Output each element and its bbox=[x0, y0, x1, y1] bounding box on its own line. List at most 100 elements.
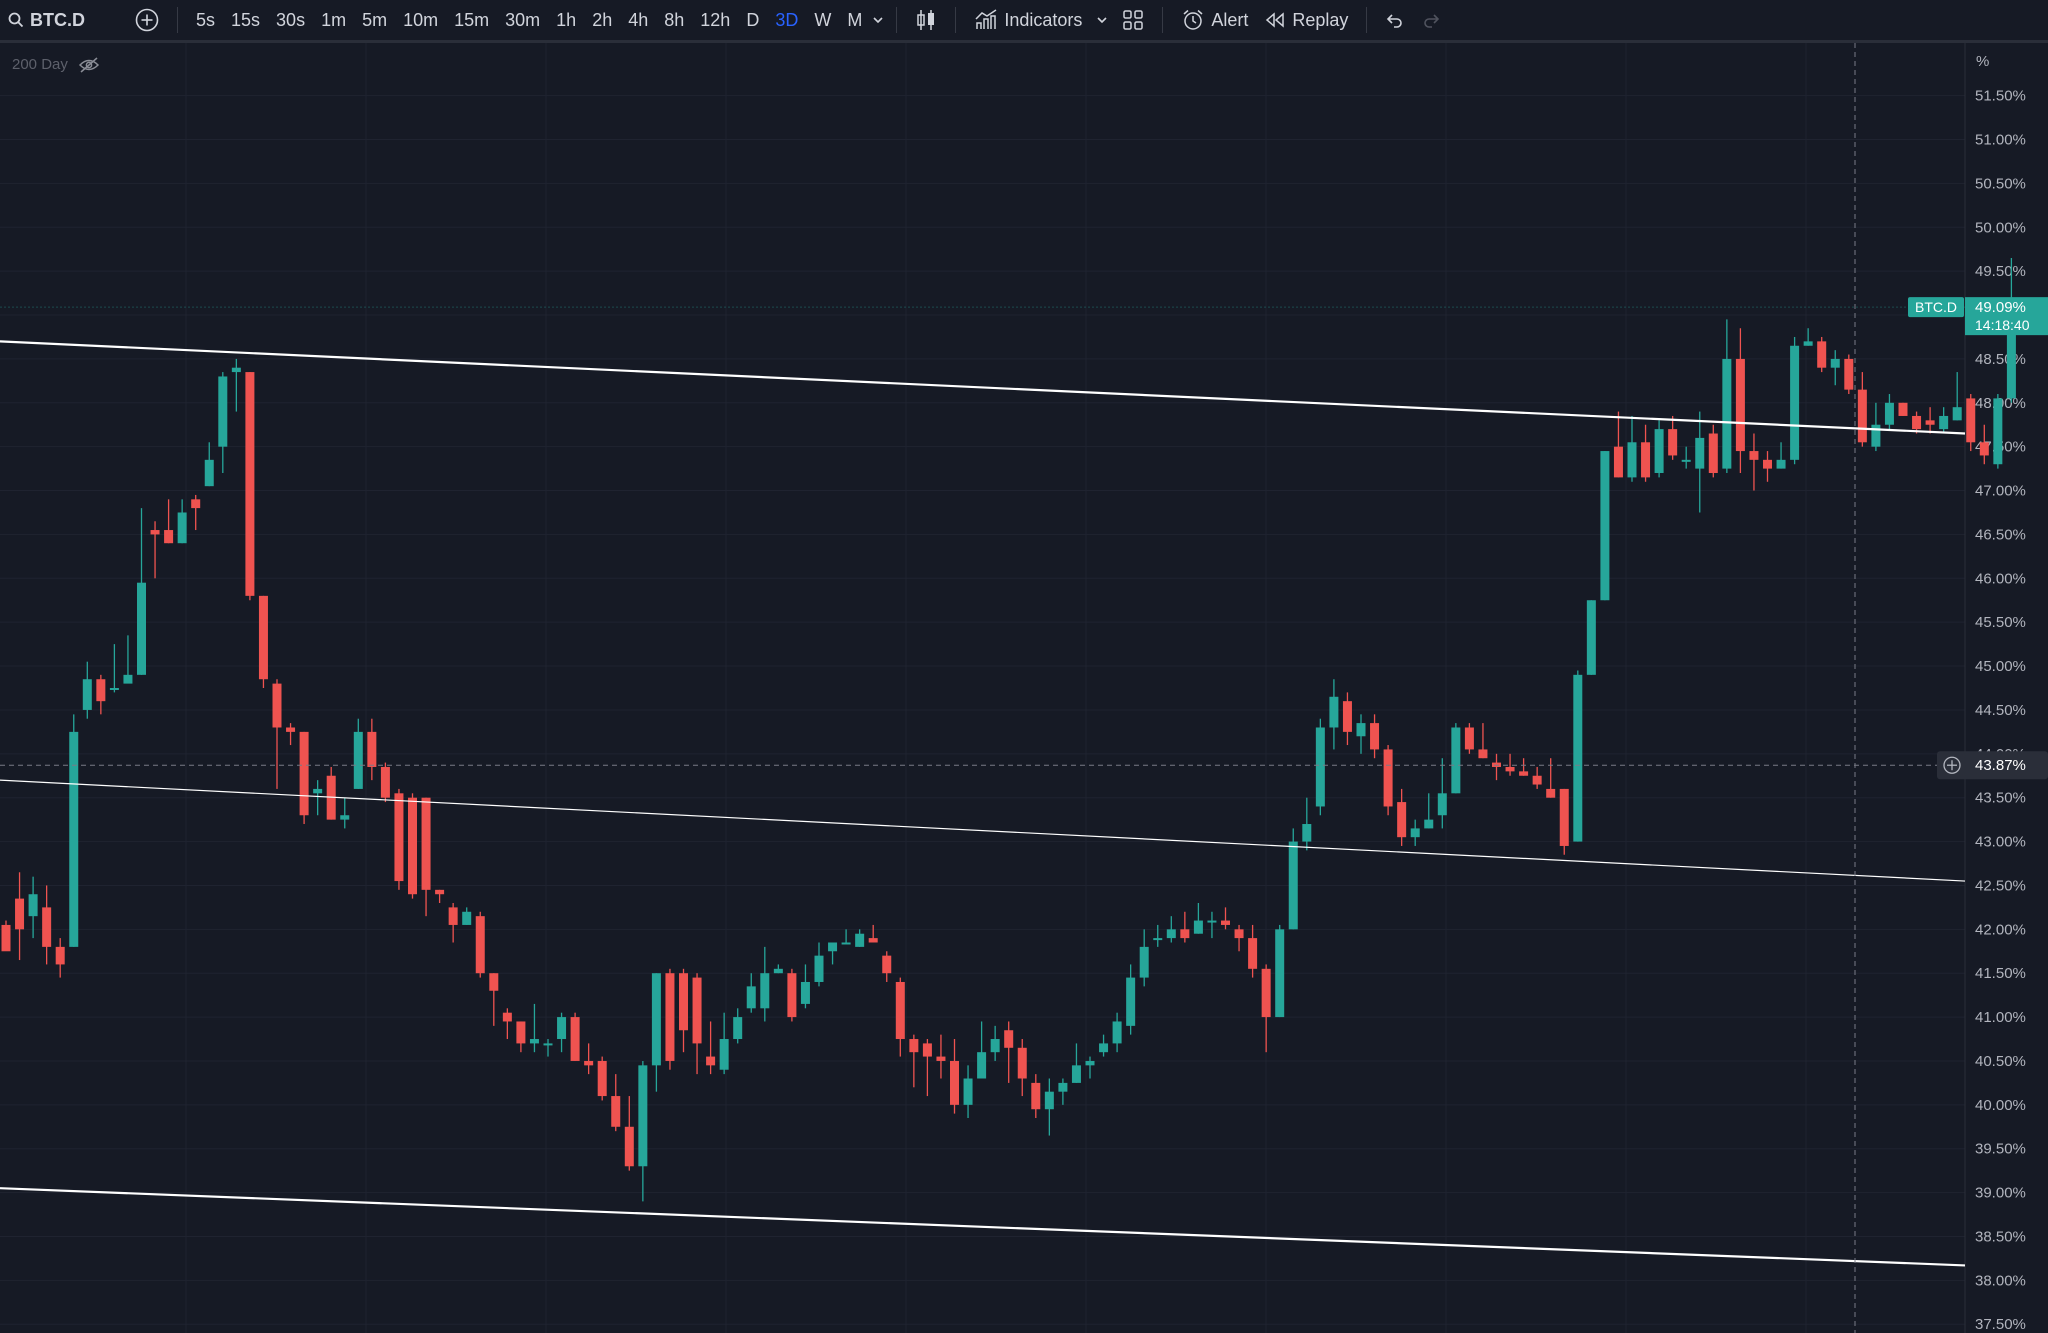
interval-12h[interactable]: 12h bbox=[700, 9, 731, 30]
candle-body bbox=[475, 916, 485, 974]
candle-body bbox=[868, 938, 878, 943]
replay-label: Replay bbox=[1292, 9, 1349, 30]
y-tick-label: 38.50% bbox=[1975, 1228, 2026, 1245]
candle-body bbox=[1112, 1021, 1122, 1044]
candle-body bbox=[299, 731, 309, 816]
y-tick-label: 44.50% bbox=[1975, 702, 2026, 719]
eye-off-icon[interactable] bbox=[78, 56, 100, 73]
interval-30s[interactable]: 30s bbox=[276, 9, 306, 30]
candle-body bbox=[1383, 749, 1393, 807]
candle-body bbox=[963, 1078, 973, 1105]
toolbar-divider bbox=[1162, 7, 1164, 33]
chevron-down-icon bbox=[872, 14, 884, 26]
candle-body bbox=[1912, 415, 1922, 430]
candle-body bbox=[1925, 420, 1935, 425]
candle-body bbox=[1031, 1082, 1041, 1110]
candle-body bbox=[977, 1052, 987, 1079]
price-chart[interactable]: 51.50%51.00%50.50%50.00%49.50%49.00%48.5… bbox=[0, 43, 2048, 1333]
indicators-dropdown-button[interactable] bbox=[1090, 0, 1114, 40]
candle-body bbox=[1017, 1047, 1027, 1079]
candle-body bbox=[177, 512, 187, 544]
candle-body bbox=[1573, 674, 1583, 842]
candle-body bbox=[69, 731, 79, 947]
current-price-label: 49.09% bbox=[1975, 299, 2026, 316]
candle-body bbox=[462, 911, 472, 925]
compare-symbol-button[interactable] bbox=[127, 0, 167, 40]
layouts-button[interactable] bbox=[1114, 0, 1152, 40]
candle-body bbox=[1329, 696, 1339, 728]
candle-body bbox=[1437, 793, 1447, 816]
candle-body bbox=[746, 986, 756, 1009]
candle-body bbox=[1559, 788, 1569, 846]
search-icon bbox=[8, 12, 24, 28]
interval-8h[interactable]: 8h bbox=[664, 9, 685, 30]
candle-body bbox=[855, 933, 865, 947]
interval-4h[interactable]: 4h bbox=[628, 9, 649, 30]
candle-body bbox=[1356, 723, 1366, 737]
interval-5m[interactable]: 5m bbox=[362, 9, 388, 30]
candle-body bbox=[164, 530, 174, 544]
candle-body bbox=[394, 793, 404, 882]
candle-body bbox=[1315, 727, 1325, 807]
candle-body bbox=[570, 1017, 580, 1061]
y-tick-label: 41.50% bbox=[1975, 965, 2026, 982]
candle-body bbox=[1342, 701, 1352, 732]
candle-body bbox=[1085, 1060, 1095, 1066]
candle-body bbox=[1410, 828, 1420, 838]
candle-body bbox=[1790, 345, 1800, 460]
y-tick-label: 51.00% bbox=[1975, 132, 2026, 149]
candle-body bbox=[123, 674, 133, 684]
candle-body bbox=[1207, 920, 1217, 923]
interval-15s[interactable]: 15s bbox=[231, 9, 261, 30]
top-toolbar: BTC.D 5s 15s 30s 1m 5m 10m 15m 30m 1h 2h 4h 8h 12h D 3… bbox=[0, 0, 2048, 43]
symbol-search[interactable]: BTC.D bbox=[0, 0, 93, 40]
rewind-icon bbox=[1264, 11, 1286, 29]
interval-10m[interactable]: 10m bbox=[403, 9, 439, 30]
candle-body bbox=[1884, 402, 1894, 425]
candle-body bbox=[922, 1043, 932, 1057]
y-tick-label: 43.50% bbox=[1975, 790, 2026, 807]
candle-body bbox=[340, 815, 350, 820]
replay-button[interactable]: Replay bbox=[1256, 0, 1356, 40]
interval-30m[interactable]: 30m bbox=[505, 9, 541, 30]
candle-body bbox=[55, 946, 65, 965]
interval-d[interactable]: D bbox=[746, 9, 760, 30]
candle-body bbox=[1166, 929, 1176, 939]
interval-w[interactable]: W bbox=[814, 9, 832, 30]
interval-1h[interactable]: 1h bbox=[556, 9, 577, 30]
candle-body bbox=[1221, 920, 1230, 925]
chevron-down-icon bbox=[1096, 14, 1108, 26]
undo-button[interactable] bbox=[1377, 0, 1413, 40]
candle-body bbox=[1830, 358, 1840, 368]
candle-body bbox=[380, 766, 390, 798]
interval-2h[interactable]: 2h bbox=[592, 9, 613, 30]
candle-body bbox=[1153, 938, 1163, 941]
interval-m[interactable]: M bbox=[847, 9, 863, 30]
bar-countdown-label: 14:18:40 bbox=[1975, 317, 2030, 333]
interval-1m[interactable]: 1m bbox=[321, 9, 347, 30]
chart-type-button[interactable] bbox=[907, 0, 945, 40]
candle-body bbox=[909, 1039, 919, 1053]
candle-body bbox=[828, 942, 838, 952]
interval-15m[interactable]: 15m bbox=[454, 9, 490, 30]
alert-button[interactable]: Alert bbox=[1173, 0, 1256, 40]
interval-list: 5s 15s 30s 1m 5m 10m 15m 30m 1h 2h 4h 8h 12h D 3D W M bbox=[188, 0, 870, 40]
y-tick-label: 39.00% bbox=[1975, 1185, 2026, 1202]
candle-body bbox=[435, 889, 445, 895]
indicators-button[interactable]: Indicators bbox=[966, 0, 1090, 40]
candle-body bbox=[272, 683, 282, 728]
symbol-tag-label: BTC.D bbox=[1915, 299, 1957, 315]
y-tick-label: 45.50% bbox=[1975, 614, 2026, 631]
candle-body bbox=[1004, 1030, 1014, 1048]
interval-dropdown-button[interactable] bbox=[870, 0, 886, 40]
candle-body bbox=[557, 1017, 567, 1040]
toolbar-divider bbox=[955, 7, 957, 33]
interval-3d[interactable]: 3D bbox=[775, 9, 799, 30]
symbol-price-tag bbox=[1908, 297, 1964, 318]
interval-5s[interactable]: 5s bbox=[196, 9, 216, 30]
redo-button[interactable] bbox=[1413, 0, 1449, 40]
candle-body bbox=[1681, 459, 1691, 462]
trendline-upper bbox=[0, 340, 1966, 435]
plus-circle-icon bbox=[1943, 756, 1961, 774]
candle-body bbox=[1261, 968, 1271, 1018]
